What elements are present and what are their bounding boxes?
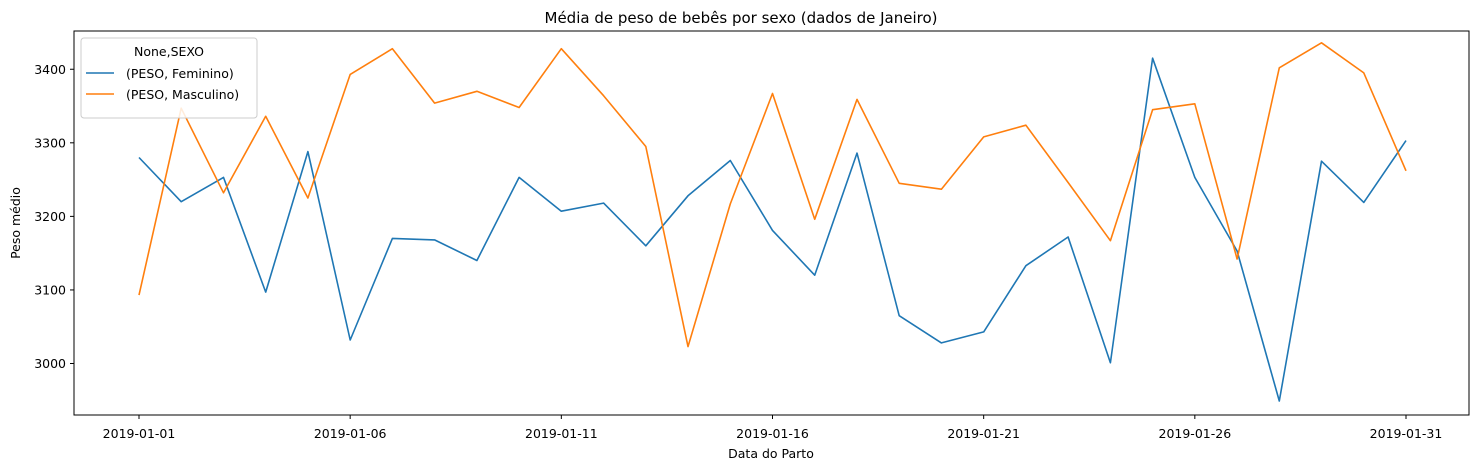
series-line-masculino	[138, 41, 1407, 348]
legend: None,SEXO (PESO, Feminino) (PESO, Mascul…	[80, 37, 258, 119]
plot-series	[138, 41, 1407, 402]
x-tick-label: 2019-01-21	[947, 426, 1020, 441]
legend-label-feminino: (PESO, Feminino)	[126, 66, 234, 81]
y-tick-label: 3100	[34, 282, 66, 297]
x-tick-label: 2019-01-06	[314, 426, 387, 441]
y-axis-label: Peso médio	[8, 187, 23, 259]
x-tick-label: 2019-01-31	[1370, 426, 1443, 441]
y-tick-label: 3400	[34, 62, 66, 77]
x-tick-label: 2019-01-26	[1159, 426, 1232, 441]
series-line-feminino	[138, 57, 1407, 402]
y-tick-label: 3300	[34, 135, 66, 150]
y-tick-label: 3200	[34, 209, 66, 224]
plot-frame	[73, 30, 1470, 416]
y-axis: 3000 3100 3200 3300 3400	[34, 62, 74, 371]
x-tick-label: 2019-01-11	[525, 426, 598, 441]
chart-title: Média de peso de bebês por sexo (dados d…	[545, 9, 938, 27]
legend-box	[80, 37, 258, 119]
x-axis-label: Data do Parto	[728, 446, 814, 461]
x-tick-label: 2019-01-16	[736, 426, 809, 441]
x-axis: 2019-01-01 2019-01-06 2019-01-11 2019-01-16…	[103, 415, 1443, 441]
legend-label-masculino: (PESO, Masculino)	[126, 87, 239, 102]
y-tick-label: 3000	[34, 356, 66, 371]
legend-title: None,SEXO	[134, 44, 204, 59]
x-tick-label: 2019-01-01	[103, 426, 176, 441]
